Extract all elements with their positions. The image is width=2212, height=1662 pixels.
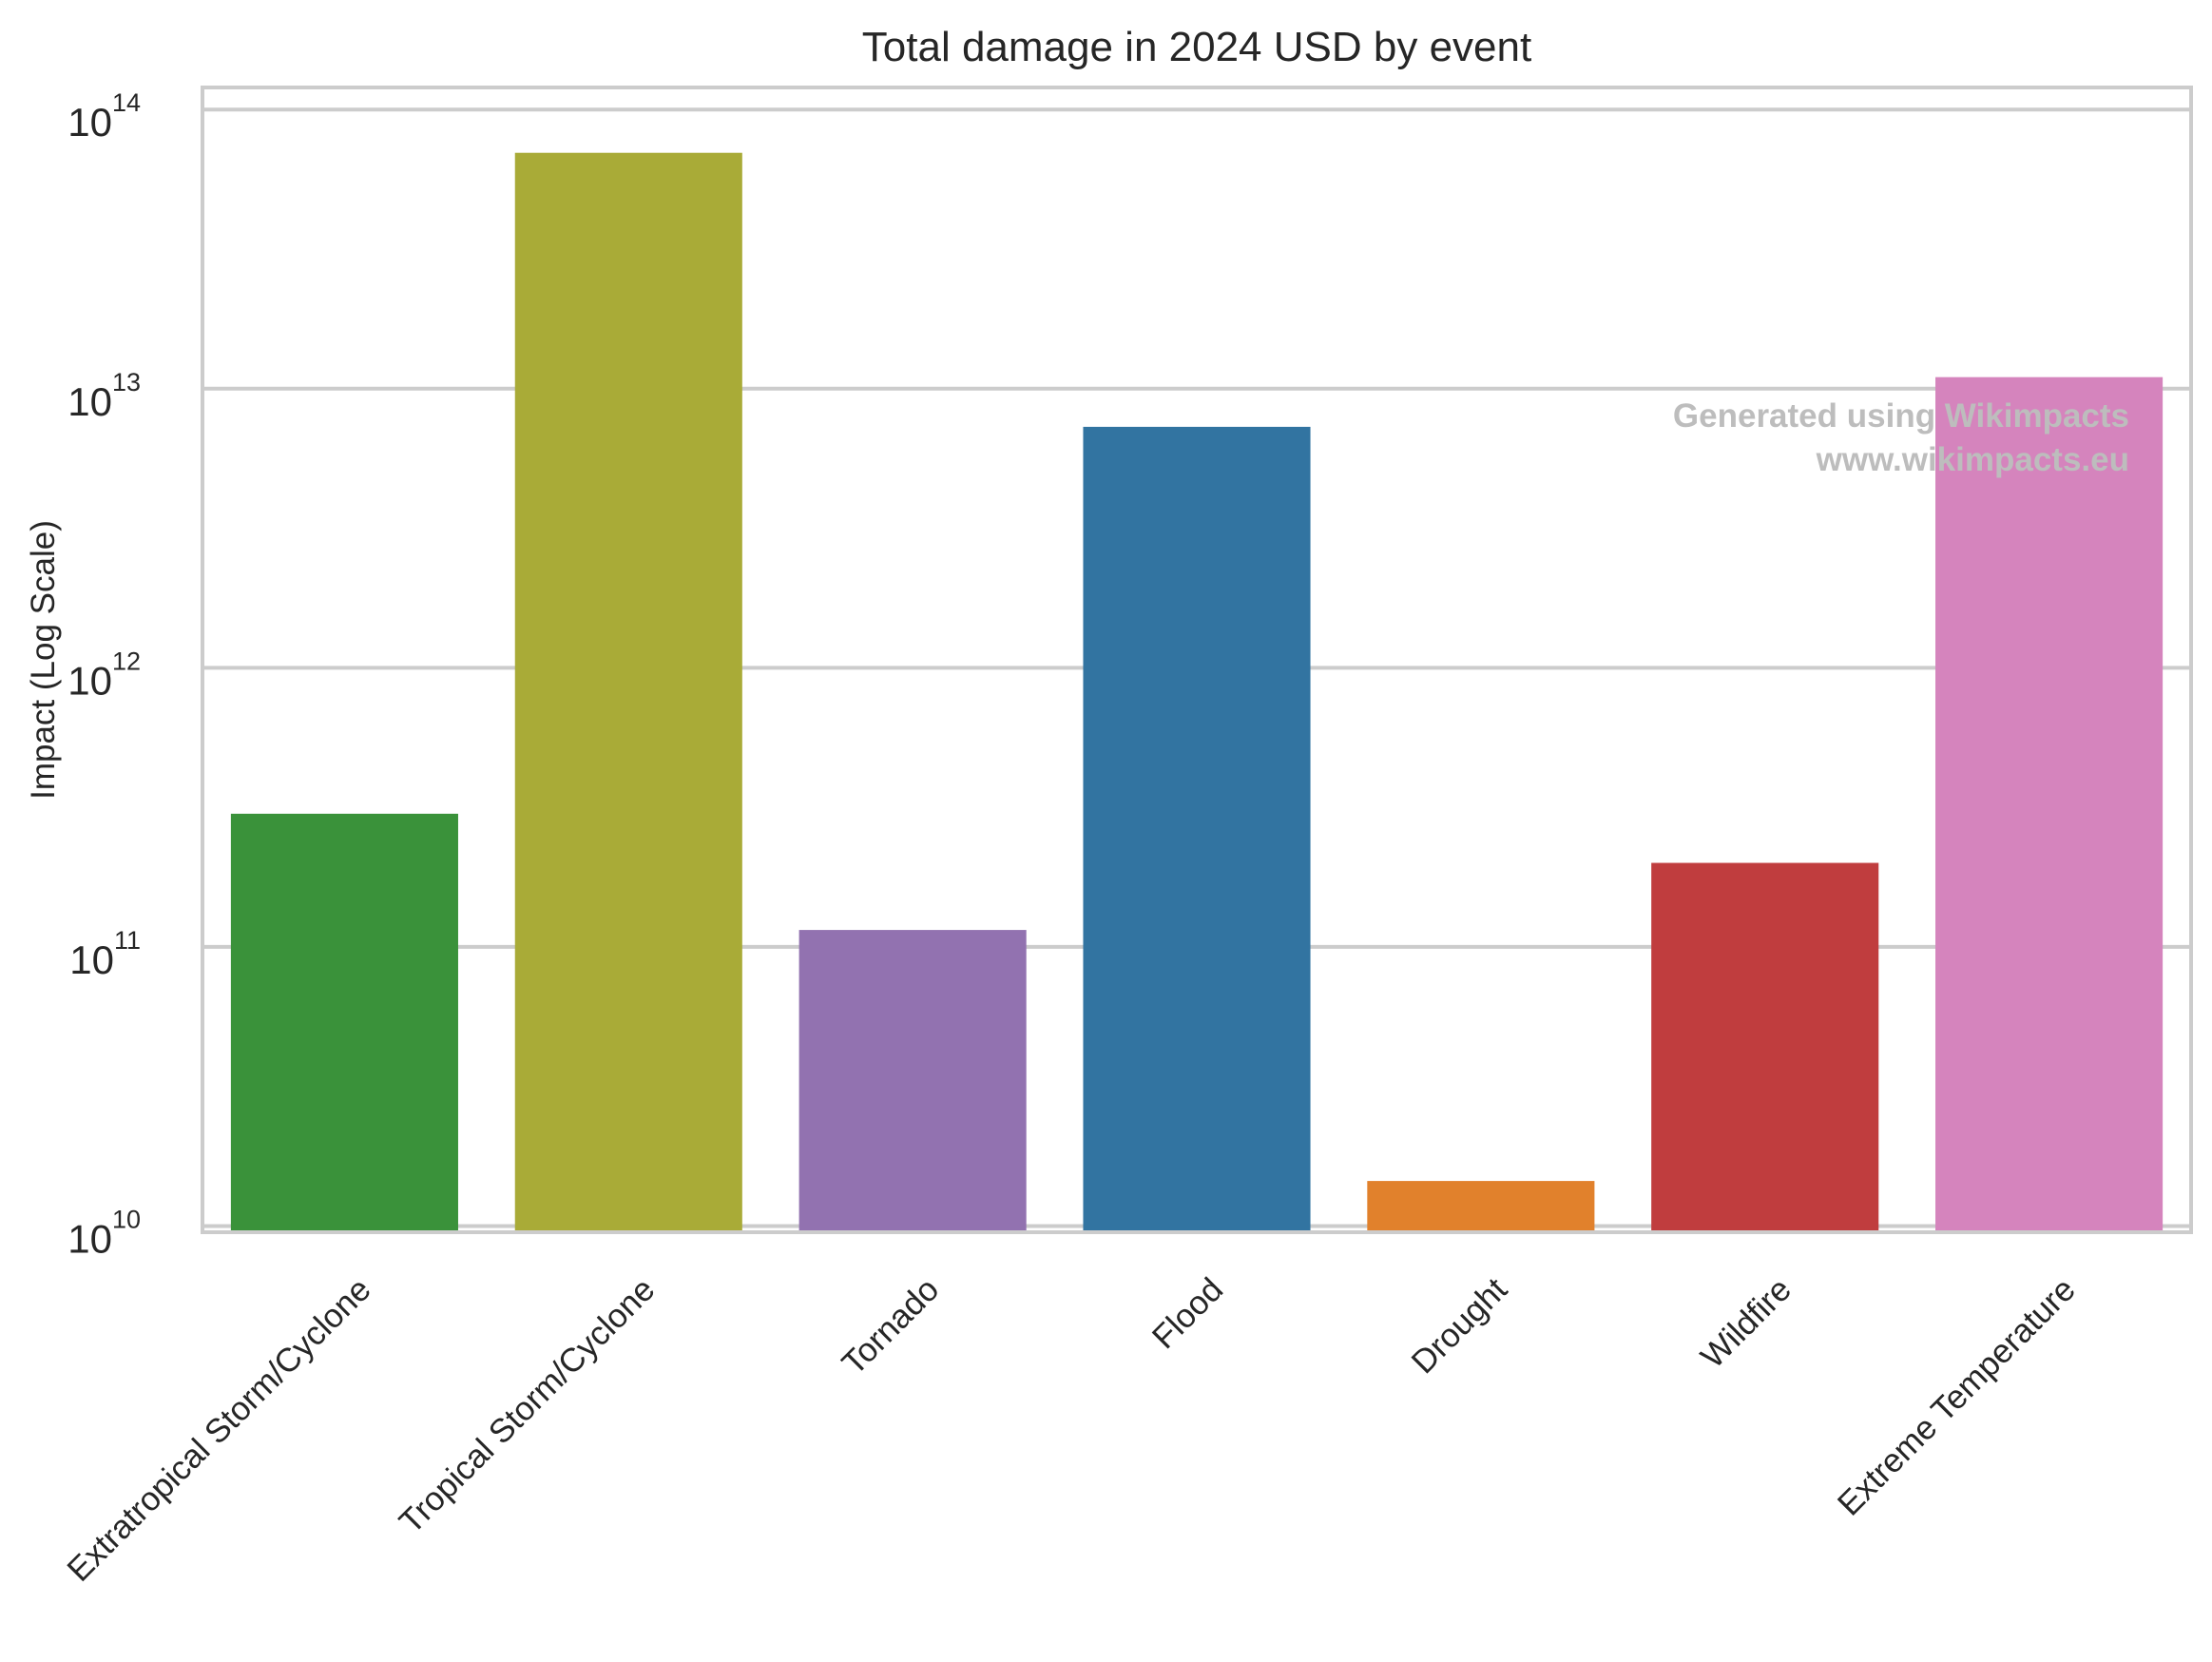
watermark-line2: www.wikimpacts.eu [1816, 441, 2129, 478]
bar [514, 152, 742, 1233]
y-tick-label: 1011 [69, 926, 141, 982]
x-tick-label: Tornado [835, 1271, 946, 1382]
plot-frame [201, 86, 2193, 1234]
y-tick-exponent: 10 [112, 1205, 141, 1233]
y-tick-base: 10 [67, 658, 112, 703]
y-tick-exponent: 13 [112, 368, 141, 396]
y-tick-base: 10 [67, 379, 112, 424]
y-tick-label: 1010 [67, 1205, 141, 1261]
x-tick-label: Extratropical Storm/Cyclone [60, 1271, 377, 1589]
bar [1367, 1181, 1595, 1232]
y-tick-label: 1012 [67, 647, 141, 703]
x-tick-label: Drought [1404, 1270, 1514, 1381]
x-tick-labels: Extratropical Storm/Cyclone Tropical Stor… [60, 1270, 2082, 1588]
x-tick-label: Extreme Temperature [1831, 1271, 2083, 1523]
y-tick-base: 10 [67, 100, 112, 145]
x-tick-label: Tropical Storm/Cyclone [393, 1271, 663, 1541]
x-tick-label: Flood [1145, 1271, 1230, 1356]
bar [798, 930, 1027, 1232]
y-tick-label: 1014 [67, 88, 141, 145]
y-tick-base: 10 [67, 1216, 112, 1261]
bar [230, 813, 458, 1232]
y-tick-base: 10 [69, 937, 114, 982]
bar [1651, 862, 1879, 1232]
y-tick-exponent: 11 [114, 926, 141, 955]
chart-title: Total damage in 2024 USD by event [862, 24, 1531, 70]
y-tick-exponent: 12 [112, 647, 141, 675]
bar [1935, 377, 2164, 1232]
y-tick-exponent: 14 [112, 88, 141, 117]
bars [230, 152, 2164, 1233]
y-tick-label: 1013 [67, 368, 141, 424]
x-tick-label: Wildfire [1694, 1271, 1798, 1376]
bar [1083, 426, 1311, 1232]
watermark-line1: Generated using Wikimpacts [1673, 397, 2129, 435]
y-axis-label: Impact (Log Scale) [25, 520, 62, 800]
